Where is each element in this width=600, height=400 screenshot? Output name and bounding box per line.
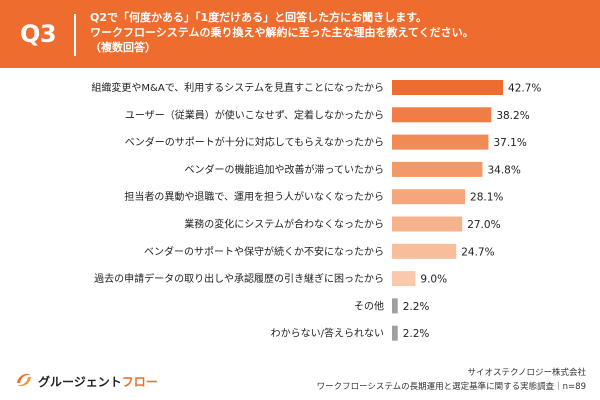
category-label: 過去の申請データの取り出しや承認履歴の引き継ぎに困ったから: [94, 272, 384, 285]
brand-name-part2: フロー: [121, 375, 158, 389]
value-label: 34.8%: [487, 164, 520, 176]
bar: [392, 189, 466, 205]
category-label: ベンダーのサポートや保守が続くか不安になったから: [144, 245, 384, 258]
category-label: ベンダーの機能追加や改善が滞っていたから: [185, 163, 385, 176]
value-label: 27.0%: [467, 219, 500, 231]
bar: [392, 134, 489, 150]
value-label: 2.2%: [403, 328, 430, 340]
question-number: Q3: [20, 20, 57, 48]
bar: [392, 161, 483, 177]
bar: [392, 243, 457, 259]
value-label: 2.2%: [403, 301, 430, 313]
category-label: ユーザー（従業員）が使いこなせず、定着しなかったから: [125, 108, 384, 121]
value-label: 37.1%: [493, 137, 526, 149]
bar: [392, 325, 398, 341]
value-label: 28.1%: [470, 192, 503, 204]
category-label: ベンダーのサポートが十分に対応してもらえなかったから: [125, 136, 384, 149]
value-label: 9.0%: [420, 274, 447, 286]
header-divider: [74, 14, 76, 56]
bar-chart: 組織変更やM&Aで、利用するシステムを見直すことになったから 42.7% ユーザー（…: [91, 80, 541, 341]
question-text-line2: ワークフローシステムの乗り換えや解約に至った主な理由を教えてください。: [90, 26, 474, 39]
bar: [392, 298, 398, 314]
bar: [392, 271, 416, 287]
category-label: 業務の変化にシステムが合わなくなったから: [184, 218, 384, 231]
value-label: 38.2%: [496, 110, 529, 122]
value-label: 42.7%: [508, 83, 541, 95]
value-label: 24.7%: [461, 246, 494, 258]
bar: [392, 80, 504, 95]
category-label: その他: [354, 299, 384, 312]
category-label: 担当者の異動や退職で、運用を担う人がいなくなったから: [124, 190, 384, 203]
category-label: 組織変更やM&Aで、利用するシステムを見直すことになったから: [91, 81, 384, 94]
question-text-line3: （複数回答）: [90, 41, 156, 54]
bar: [392, 216, 463, 232]
bar: [392, 107, 492, 123]
question-text-line1: Q2で「何度かある」「1度だけある」と回答した方にお聞きします。: [90, 11, 428, 24]
survey-credit: ワークフローシステムの長期運用と選定基準に関する実態調査｜n=89: [316, 382, 586, 392]
question-header: Q3 Q2で「何度かある」「1度だけある」と回答した方にお聞きします。 ワークフ…: [0, 0, 600, 68]
company-credit: サイオステクノロジー株式会社: [467, 368, 587, 378]
brand-logo-icon: [17, 373, 31, 387]
brand-name: グルージェントフロー: [38, 373, 158, 390]
category-label: わからない/答えられない: [271, 327, 384, 340]
brand-name-part1: グルージェント: [38, 375, 122, 389]
